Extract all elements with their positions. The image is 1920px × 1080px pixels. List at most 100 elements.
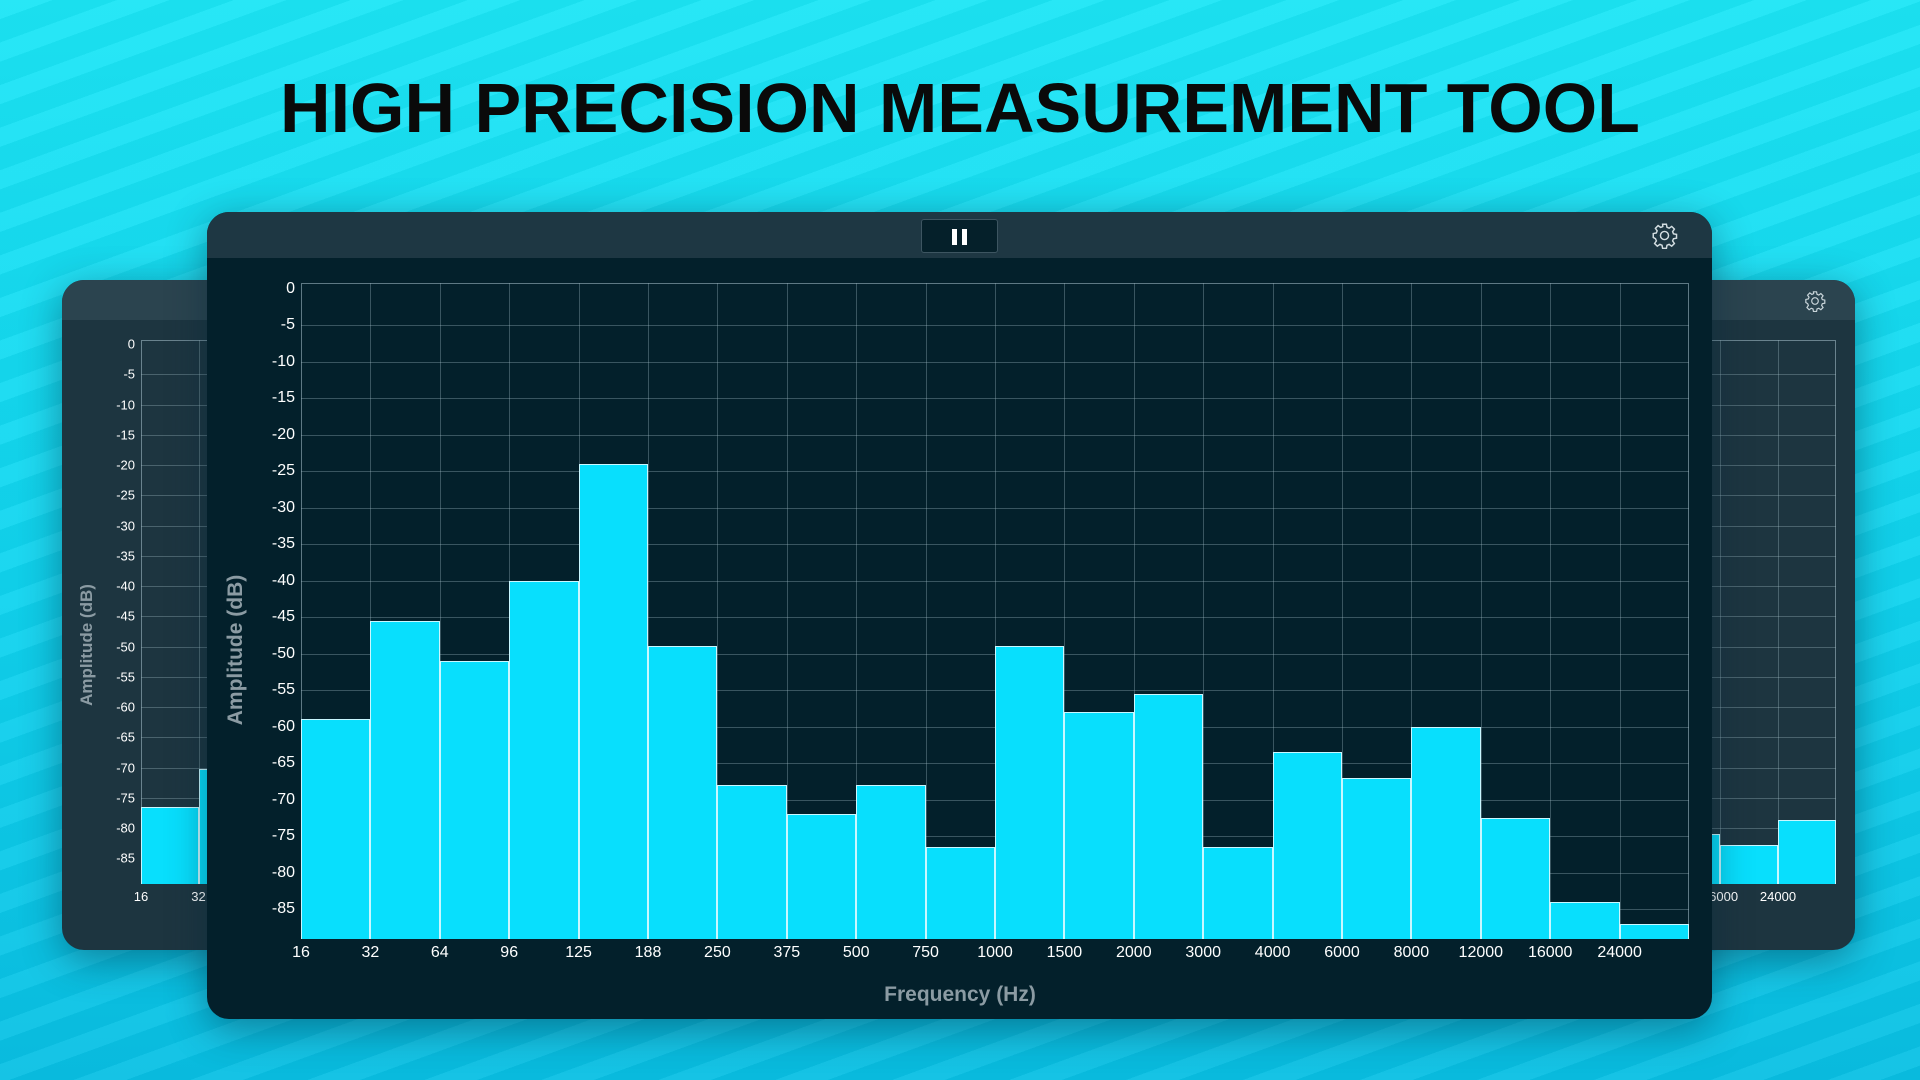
y-tick-label: -35 (116, 548, 135, 564)
bar-1000hz (995, 646, 1065, 939)
x-tick-label: 24000 (1597, 944, 1642, 961)
gridline-vertical (1778, 340, 1779, 884)
y-tick-label: -80 (271, 863, 295, 881)
y-tick-label: -30 (116, 518, 135, 533)
x-tick-label: 500 (842, 944, 870, 961)
gridline-vertical (1133, 283, 1135, 939)
gridline-horizontal (301, 544, 1689, 546)
gridline-vertical (856, 283, 858, 939)
gridline-vertical (1203, 283, 1205, 939)
x-tick-label: 1000 (977, 944, 1013, 961)
y-tick-label: -65 (271, 754, 295, 772)
x-tick-label: 250 (704, 944, 731, 961)
gridline-vertical (995, 283, 996, 939)
y-tick-label: -15 (116, 427, 135, 443)
bar-96hz (509, 580, 579, 939)
gridline-vertical (925, 283, 927, 939)
x-tick-label: 750 (912, 944, 939, 961)
gridline-vertical (1720, 340, 1721, 884)
gridline-horizontal (301, 471, 1689, 473)
bar-750hz (925, 846, 995, 939)
y-tick-label: -55 (271, 681, 295, 699)
bar-24000hz (1619, 923, 1689, 939)
headline: HIGH PRECISION MEASUREMENT TOOL (280, 69, 1640, 147)
gridline-vertical (1064, 283, 1066, 939)
y-tick-label: -50 (271, 644, 295, 662)
x-tick-label: 16 (133, 889, 149, 904)
gridline-horizontal (301, 507, 1689, 509)
gridline-vertical (198, 340, 200, 884)
bar (141, 806, 199, 884)
bar-125hz (578, 464, 648, 939)
gridline-vertical (439, 283, 441, 939)
y-tick-label: -10 (116, 397, 135, 412)
bar-2000hz (1133, 693, 1204, 939)
gridline-horizontal (301, 434, 1689, 436)
x-tick-label: 96 (500, 944, 519, 961)
gridline-vertical (1342, 283, 1343, 939)
gridline-vertical (1411, 283, 1413, 939)
x-tick-label: 4000 (1254, 944, 1291, 961)
y-tick-label: -60 (271, 717, 295, 735)
y-tick-label: -40 (116, 578, 135, 594)
y-tick-label: -60 (116, 699, 135, 715)
x-tick-label: 12000 (1458, 944, 1504, 961)
gridline-vertical (1550, 283, 1552, 939)
gridline-horizontal (301, 617, 1689, 619)
spectrum-analyzer-window: Amplitude (dB) Frequency (Hz) 0 -5 -10 -15-… (207, 212, 1712, 1019)
y-tick-label: -45 (116, 608, 135, 624)
gridline-horizontal (301, 361, 1689, 363)
bar-12000hz (1480, 817, 1551, 939)
y-tick-label: -70 (116, 760, 135, 775)
y-tick-label: -25 (271, 462, 295, 480)
bar-4000hz (1272, 752, 1342, 939)
x-tick-label: 1500 (1046, 944, 1083, 961)
gear-icon[interactable] (1804, 290, 1826, 312)
gridline-vertical (370, 283, 372, 939)
x-tick-label: 8000 (1393, 944, 1430, 961)
y-tick-label: -85 (271, 899, 295, 917)
y-tick-label: -85 (116, 850, 135, 866)
x-tick-label: 32 (361, 944, 380, 961)
pause-button[interactable] (921, 219, 998, 253)
y-tick-label: -5 (280, 316, 295, 334)
y-tick-label: -35 (271, 535, 295, 553)
y-tick-label: 0 (286, 280, 295, 297)
bar-1500hz (1064, 712, 1134, 939)
x-axis-title: Frequency (Hz) (884, 983, 1036, 1006)
x-tick-label: 3000 (1185, 944, 1221, 961)
x-tick-label: 375 (773, 944, 801, 961)
y-tick-label: -25 (116, 487, 135, 503)
bar-32hz (370, 620, 440, 939)
y-tick-label: -40 (271, 571, 295, 589)
bar-375hz (786, 814, 857, 939)
bar-64hz (439, 660, 510, 939)
y-tick-label: -10 (271, 352, 295, 370)
x-tick-label: 2000 (1116, 944, 1152, 961)
bar-16hz (301, 719, 371, 939)
y-tick-label: -70 (271, 790, 295, 808)
bar-6000hz (1342, 777, 1412, 939)
gridline-vertical (786, 283, 788, 939)
gridline-vertical (1480, 283, 1482, 939)
x-tick-label: 188 (634, 944, 662, 961)
x-tick-label: 16000 (1527, 944, 1573, 961)
gridline-vertical (1619, 283, 1621, 939)
x-tick-label: 24000 (1759, 889, 1797, 904)
gear-icon[interactable] (1651, 222, 1678, 249)
gridline-vertical (717, 283, 719, 939)
x-tick-label: 32 (191, 889, 206, 904)
y-tick-label: -30 (271, 498, 295, 516)
y-tick-label: -20 (271, 425, 295, 443)
y-tick-label: -55 (116, 669, 135, 685)
bar-500hz (856, 784, 926, 939)
gridline-horizontal (301, 580, 1689, 582)
y-tick-label: -5 (123, 366, 135, 382)
y-tick-label: -75 (116, 790, 135, 806)
y-tick-label: -45 (271, 608, 295, 626)
toolbar (207, 212, 1712, 258)
y-tick-label: -15 (271, 389, 295, 407)
bar-3000hz (1203, 846, 1273, 939)
y-tick-label: -75 (271, 827, 295, 845)
bar-16000hz (1550, 901, 1620, 939)
